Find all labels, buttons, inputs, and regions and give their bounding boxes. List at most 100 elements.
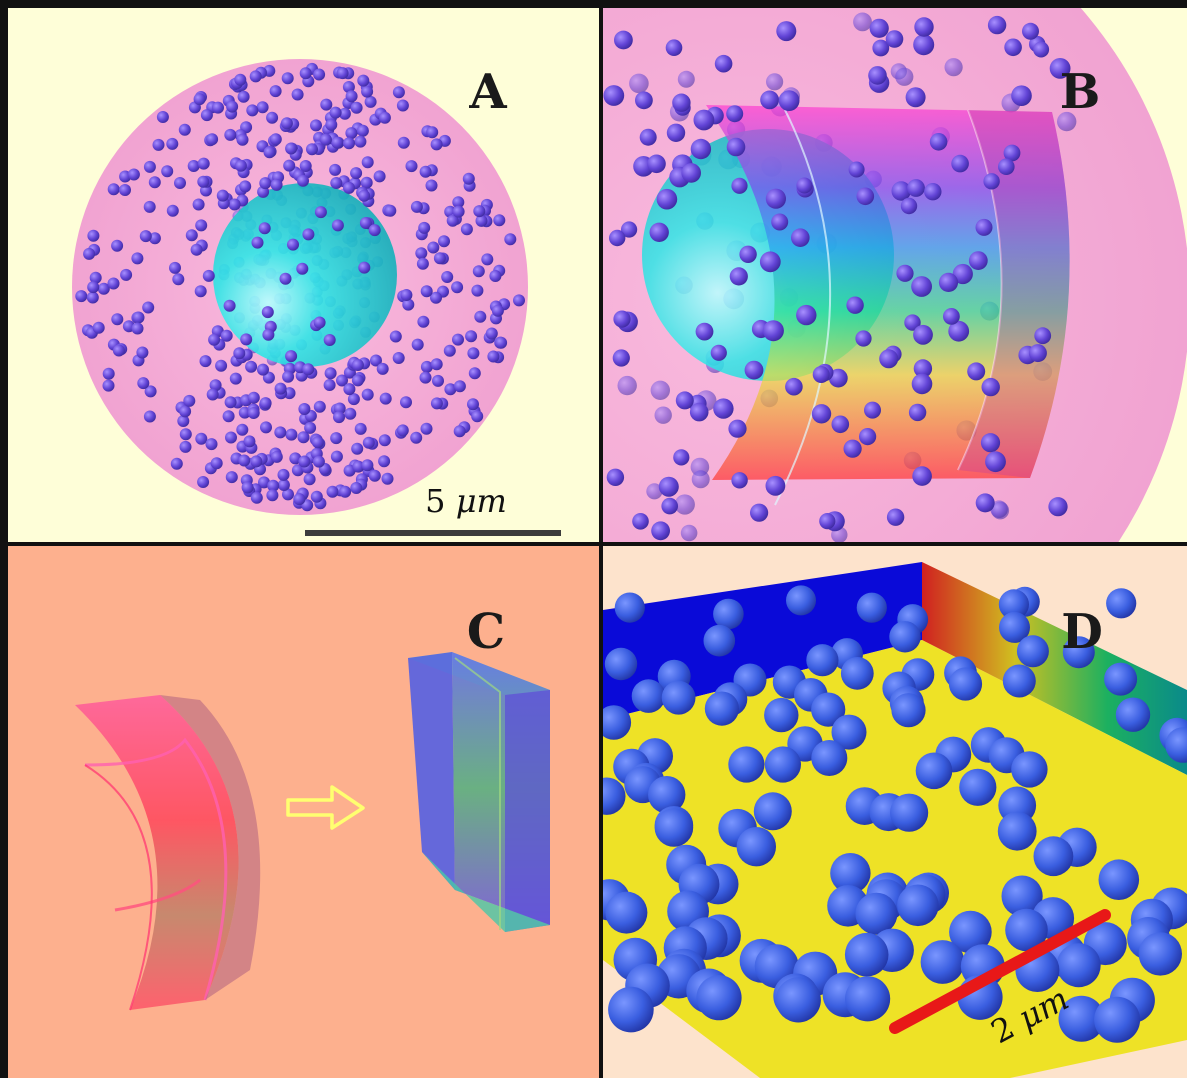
particle xyxy=(83,247,96,260)
particle xyxy=(405,160,418,173)
particle xyxy=(249,70,262,83)
panel-b: B xyxy=(603,8,1187,542)
particle xyxy=(190,243,203,256)
particle xyxy=(102,367,115,380)
particle xyxy=(750,503,769,522)
particle xyxy=(432,374,444,387)
particle xyxy=(980,433,1001,453)
particle xyxy=(990,500,1008,518)
particle xyxy=(472,265,485,278)
particle xyxy=(1048,497,1068,517)
particle xyxy=(143,200,156,213)
particle xyxy=(281,72,294,85)
particle xyxy=(345,90,358,103)
particle xyxy=(495,336,508,349)
particle xyxy=(806,644,839,677)
particle xyxy=(166,137,179,150)
particle xyxy=(75,290,88,303)
particle xyxy=(609,229,626,247)
particle xyxy=(675,391,694,410)
particle xyxy=(460,223,473,236)
particle xyxy=(137,377,150,390)
particle xyxy=(259,177,272,190)
particle xyxy=(289,452,302,465)
particle xyxy=(621,221,638,238)
particle xyxy=(223,299,236,312)
particle xyxy=(357,74,370,87)
particle xyxy=(313,400,326,413)
particle xyxy=(631,679,666,713)
particle xyxy=(629,73,649,94)
particle xyxy=(785,377,803,396)
particle xyxy=(251,236,264,249)
particle xyxy=(416,257,429,270)
particle xyxy=(444,383,457,396)
particle xyxy=(791,228,810,247)
particle xyxy=(192,198,205,211)
particle xyxy=(1098,859,1140,900)
particle xyxy=(446,214,459,227)
particle xyxy=(350,167,363,180)
particle xyxy=(250,455,263,468)
particle xyxy=(691,470,710,489)
particle xyxy=(778,90,800,111)
particle xyxy=(661,680,696,715)
particle xyxy=(174,177,186,189)
particle xyxy=(913,324,933,345)
particle xyxy=(238,454,251,467)
particle xyxy=(240,333,253,346)
particle xyxy=(144,385,157,398)
particle xyxy=(900,197,918,215)
particle xyxy=(260,421,272,434)
particle xyxy=(729,267,748,286)
particle xyxy=(132,311,145,324)
particle xyxy=(759,251,781,273)
particle xyxy=(97,282,110,295)
particle xyxy=(131,252,144,265)
particle xyxy=(228,198,241,211)
particle xyxy=(665,39,683,56)
particle xyxy=(731,177,748,194)
particle xyxy=(344,407,357,420)
particle xyxy=(143,410,156,423)
particle xyxy=(283,387,296,400)
particle xyxy=(274,426,287,439)
particle xyxy=(245,360,258,373)
particle xyxy=(819,513,836,530)
particle xyxy=(86,291,99,304)
particle xyxy=(658,476,679,497)
particle xyxy=(161,165,174,178)
particle xyxy=(661,497,678,515)
particle xyxy=(731,472,748,489)
particle xyxy=(361,388,374,401)
particle xyxy=(471,410,484,423)
particle xyxy=(179,440,192,453)
particle xyxy=(433,252,446,265)
particle xyxy=(208,333,221,346)
particle xyxy=(296,262,309,275)
particle xyxy=(999,611,1030,643)
particle xyxy=(452,196,465,209)
particle xyxy=(968,251,988,270)
particle xyxy=(831,714,867,750)
particle xyxy=(212,101,224,114)
particle xyxy=(896,264,914,282)
particle xyxy=(267,479,280,492)
particle xyxy=(1138,932,1183,976)
particle xyxy=(279,272,292,285)
particle xyxy=(606,468,625,486)
particle xyxy=(868,66,887,85)
particle xyxy=(425,179,438,192)
particle xyxy=(285,350,298,363)
particle xyxy=(241,481,254,494)
particle xyxy=(420,422,433,435)
particle xyxy=(713,398,734,419)
particle xyxy=(354,135,367,148)
particle xyxy=(681,163,701,183)
particle xyxy=(452,205,465,218)
particle xyxy=(287,238,299,251)
particle xyxy=(1165,727,1187,763)
particle xyxy=(358,189,371,202)
particle xyxy=(869,18,889,38)
particle xyxy=(350,101,363,114)
